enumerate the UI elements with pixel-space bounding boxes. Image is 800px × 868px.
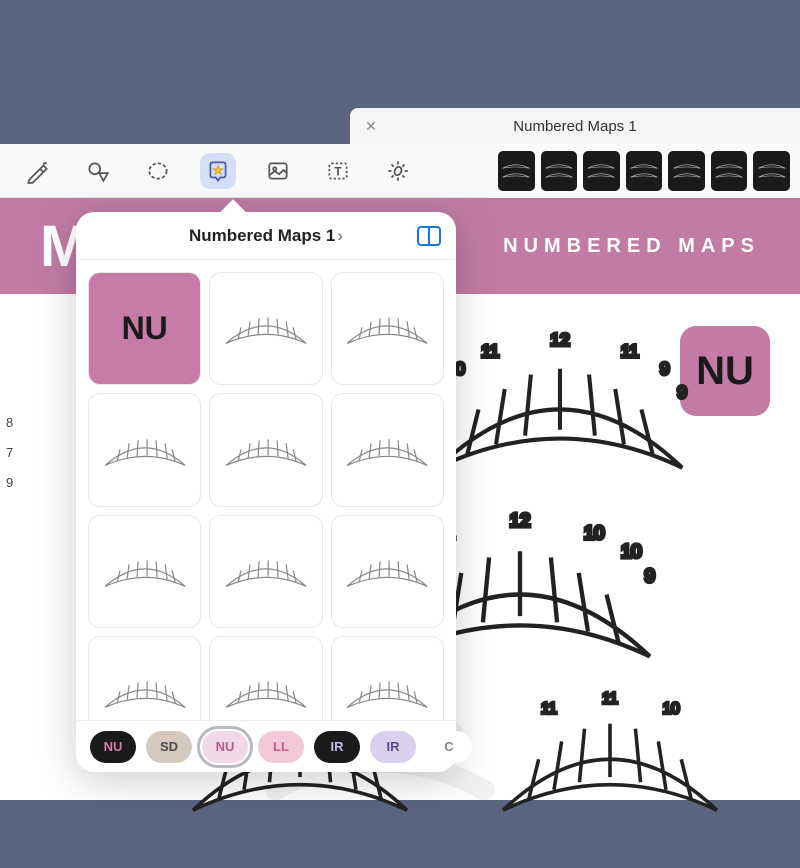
filter-pill[interactable]: NU: [90, 731, 136, 763]
lash-map-diagram: 11 11 10: [470, 688, 750, 846]
page-thumbnail[interactable]: [626, 151, 663, 191]
popover-header: Numbered Maps 1 ›: [76, 212, 456, 260]
marker-tool[interactable]: [20, 153, 56, 189]
page-thumbnail[interactable]: [583, 151, 620, 191]
sticker-lash-map[interactable]: [331, 515, 444, 628]
tab-title: Numbered Maps 1: [380, 118, 800, 135]
page-thumbnail[interactable]: [498, 151, 535, 191]
filter-pill[interactable]: IR: [370, 731, 416, 763]
close-tab-icon[interactable]: ✕: [362, 117, 380, 135]
svg-text:9: 9: [677, 382, 687, 402]
sticker-tool[interactable]: [200, 153, 236, 189]
sticker-lash-map[interactable]: [331, 272, 444, 385]
layout-toggle-button[interactable]: [416, 225, 442, 247]
sticker-lash-map[interactable]: [209, 393, 322, 506]
svg-text:11: 11: [621, 341, 639, 361]
svg-text:T: T: [334, 164, 342, 178]
filter-pill[interactable]: SD: [146, 731, 192, 763]
svg-text:11: 11: [481, 341, 499, 361]
page-thumbnail[interactable]: [668, 151, 705, 191]
sticker-lash-map[interactable]: [88, 393, 201, 506]
popover-title[interactable]: Numbered Maps 1 ›: [189, 226, 343, 246]
filter-pill[interactable]: NU: [202, 731, 248, 763]
filter-pill[interactable]: LL: [258, 731, 304, 763]
tab-bar: ✕ Numbered Maps 1: [350, 108, 800, 144]
text-tool[interactable]: T: [320, 153, 356, 189]
svg-text:11: 11: [541, 700, 557, 717]
sticker-lash-map[interactable]: [209, 515, 322, 628]
sticker-nu-badge[interactable]: NU: [88, 272, 201, 385]
svg-text:11: 11: [602, 690, 618, 707]
svg-text:10: 10: [621, 540, 642, 561]
magic-tool[interactable]: [380, 153, 416, 189]
sticker-grid: NU: [76, 260, 456, 761]
page-thumbnail[interactable]: [753, 151, 790, 191]
sticker-lash-map[interactable]: [209, 272, 322, 385]
svg-text:12: 12: [550, 329, 569, 349]
chevron-right-icon: ›: [337, 226, 343, 246]
filter-pill[interactable]: IR: [314, 731, 360, 763]
page-thumbnail[interactable]: [541, 151, 578, 191]
lasso-tool[interactable]: [140, 153, 176, 189]
filter-pill[interactable]: C: [426, 731, 472, 763]
svg-text:9: 9: [660, 359, 670, 379]
svg-text:10: 10: [584, 522, 605, 543]
banner-right-text: NUMBERED MAPS: [503, 235, 760, 258]
shapes-tool[interactable]: [80, 153, 116, 189]
image-tool[interactable]: [260, 153, 296, 189]
sticker-popover: Numbered Maps 1 › NU: [76, 212, 456, 772]
sticker-lash-map[interactable]: [88, 515, 201, 628]
page-thumbnail[interactable]: [711, 151, 748, 191]
svg-text:12: 12: [510, 510, 531, 531]
filter-bar: NUSDNULLIRIRC: [76, 720, 456, 772]
sticker-lash-map[interactable]: [331, 393, 444, 506]
svg-text:10: 10: [663, 700, 680, 717]
page-thumbnails: [488, 144, 800, 198]
edge-numbers: 879: [6, 408, 13, 498]
svg-text:9: 9: [645, 565, 655, 586]
